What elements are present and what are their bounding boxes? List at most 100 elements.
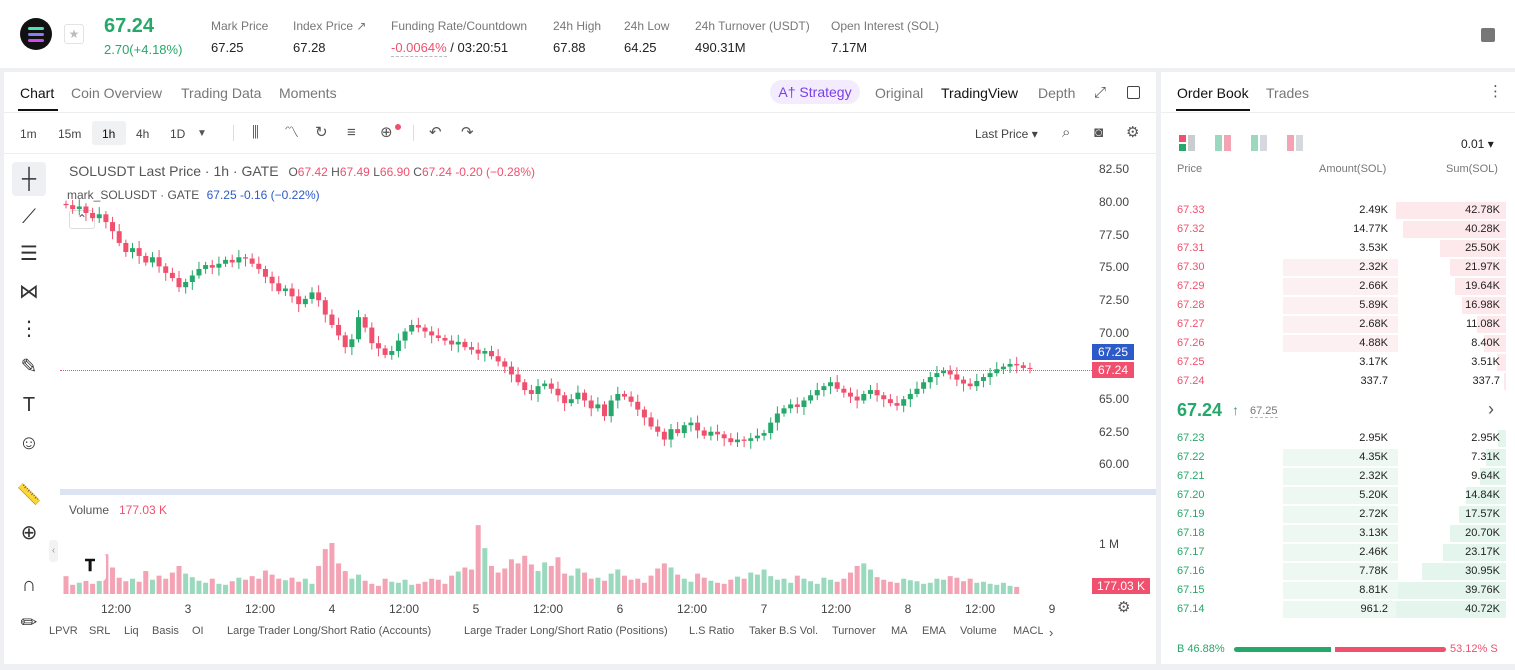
- bid-row[interactable]: 67.21 2.32K 9.64K: [1170, 467, 1506, 486]
- redo-icon[interactable]: ↷: [461, 124, 474, 141]
- view-green-icon[interactable]: [1251, 135, 1267, 151]
- volume-bar: [243, 579, 249, 594]
- bid-row[interactable]: 67.19 2.72K 17.57K: [1170, 505, 1506, 524]
- candles-icon[interactable]: ⫼: [252, 124, 259, 141]
- bid-sum: 30.95K: [1465, 565, 1500, 577]
- indicator-turnover[interactable]: Turnover: [832, 625, 876, 637]
- ask-row[interactable]: 67.32 14.77K 40.28K: [1170, 220, 1506, 239]
- ask-row[interactable]: 67.27 2.68K 11.08K: [1170, 315, 1506, 334]
- bid-row[interactable]: 67.15 8.81K 39.76K: [1170, 581, 1506, 600]
- indicator-ls-positions[interactable]: Large Trader Long/Short Ratio (Positions…: [464, 625, 668, 637]
- ask-row[interactable]: 67.24 337.7 337.7: [1170, 372, 1506, 391]
- templates-icon[interactable]: ≡: [347, 124, 356, 141]
- interval-4h[interactable]: 4h: [136, 127, 150, 141]
- indicator-basis[interactable]: Basis: [152, 625, 179, 637]
- view-tradingview[interactable]: TradingView: [941, 85, 1019, 101]
- indicator-lpvr[interactable]: LPVR: [49, 625, 78, 637]
- collapse-legend-button[interactable]: ⌃: [69, 210, 95, 229]
- orderbook-mark-price: 67.25: [1250, 405, 1278, 418]
- index-price-stat[interactable]: Index Price ↗ 67.28: [293, 19, 367, 55]
- candle: [508, 366, 514, 375]
- pane-separator[interactable]: [60, 489, 1156, 495]
- text-tool-icon[interactable]: T: [22, 394, 36, 416]
- pencil-icon[interactable]: ✏: [20, 612, 38, 634]
- view-depth[interactable]: Depth: [1038, 85, 1076, 101]
- collapse-toolbar-icon[interactable]: ‹: [49, 540, 58, 562]
- interval-dropdown-icon[interactable]: ▼: [197, 128, 207, 139]
- bid-row[interactable]: 67.20 5.20K 14.84K: [1170, 486, 1506, 505]
- horizontal-lines-icon[interactable]: ☰: [20, 243, 38, 265]
- volume-bar: [575, 568, 581, 594]
- search-icon[interactable]: ⌕: [1062, 124, 1071, 141]
- magnet-icon[interactable]: ∩: [21, 574, 37, 596]
- ask-row[interactable]: 67.28 5.89K 16.98K: [1170, 296, 1506, 315]
- tab-trades[interactable]: Trades: [1266, 85, 1310, 101]
- interval-1d[interactable]: 1D: [170, 127, 186, 141]
- more-menu-icon[interactable]: ⋮: [1488, 83, 1503, 100]
- indicator-taker-vol[interactable]: Taker B.S Vol.: [749, 625, 819, 637]
- indicator-ema[interactable]: EMA: [922, 625, 946, 637]
- view-original[interactable]: Original: [875, 85, 924, 101]
- ask-row[interactable]: 67.30 2.32K 21.97K: [1170, 258, 1506, 277]
- window-icon[interactable]: [1127, 86, 1140, 99]
- ask-row[interactable]: 67.25 3.17K 3.51K: [1170, 353, 1506, 372]
- document-icon[interactable]: [1481, 28, 1495, 42]
- indicator-liq[interactable]: Liq: [124, 625, 139, 637]
- ask-row[interactable]: 67.29 2.66K 19.64K: [1170, 277, 1506, 296]
- expand-icon[interactable]: ⤢: [1094, 84, 1107, 101]
- crosshair-icon[interactable]: ┼: [12, 162, 46, 196]
- tab-trading-data[interactable]: Trading Data: [181, 85, 262, 101]
- replay-icon[interactable]: ↻: [315, 124, 328, 141]
- tab-order-book[interactable]: Order Book: [1177, 85, 1249, 101]
- bid-row[interactable]: 67.18 3.13K 20.70K: [1170, 524, 1506, 543]
- bid-amount: 3.13K: [1359, 527, 1388, 539]
- tab-coin-overview[interactable]: Coin Overview: [71, 85, 163, 101]
- add-plus-icon[interactable]: ⊕: [380, 124, 393, 141]
- bid-row[interactable]: 67.16 7.78K 30.95K: [1170, 562, 1506, 581]
- scroll-right-icon[interactable]: ›: [1049, 625, 1054, 640]
- fib-retracement-icon[interactable]: ⋮: [19, 318, 39, 340]
- emoji-icon[interactable]: ☺: [18, 432, 40, 454]
- indicator-ls-accounts[interactable]: Large Trader Long/Short Ratio (Accounts): [227, 625, 432, 637]
- camera-icon[interactable]: ◙: [1094, 124, 1104, 141]
- undo-icon[interactable]: ↶: [429, 124, 442, 141]
- indicator-srl[interactable]: SRL: [89, 625, 111, 637]
- bid-row[interactable]: 67.22 4.35K 7.31K: [1170, 448, 1506, 467]
- indicator-ma[interactable]: MA: [891, 625, 908, 637]
- gear-icon[interactable]: ⚙: [1126, 124, 1140, 141]
- view-both-icon[interactable]: [1179, 135, 1195, 151]
- price-type-select[interactable]: Last Price ▾: [975, 127, 1038, 141]
- ruler-icon[interactable]: 📏: [16, 484, 42, 506]
- tab-moments[interactable]: Moments: [279, 85, 337, 101]
- brush-icon[interactable]: ✎: [20, 356, 38, 378]
- indicator-volume[interactable]: Volume: [960, 625, 997, 637]
- interval-1m[interactable]: 1m: [20, 127, 37, 141]
- trend-line-icon[interactable]: ⟋: [22, 206, 36, 228]
- indicator-macd[interactable]: MACL: [1013, 625, 1043, 637]
- volume-bar: [183, 573, 189, 594]
- strategy-button[interactable]: A† Strategy: [770, 80, 860, 104]
- indicator-oi[interactable]: OI: [192, 625, 204, 637]
- bid-row[interactable]: 67.23 2.95K 2.95K: [1170, 429, 1506, 448]
- zoom-in-icon[interactable]: ⊕: [20, 522, 38, 544]
- interval-15m[interactable]: 15m: [58, 127, 82, 141]
- chart-settings-icon[interactable]: ⚙: [1117, 599, 1131, 616]
- precision-select[interactable]: 0.01 ▾: [1461, 137, 1494, 151]
- pattern-icon[interactable]: ⋈: [19, 281, 39, 303]
- indicator-ls-ratio[interactable]: L.S Ratio: [689, 625, 735, 637]
- favorite-star-icon[interactable]: ★: [64, 24, 84, 44]
- x-tick: 12:00: [388, 602, 420, 616]
- view-red-icon[interactable]: [1287, 135, 1303, 151]
- candle: [921, 382, 927, 389]
- indicators-icon[interactable]: 〽: [284, 124, 300, 141]
- chevron-right-icon[interactable]: ›: [1488, 399, 1494, 419]
- ask-row[interactable]: 67.26 4.88K 8.40K: [1170, 334, 1506, 353]
- bid-row[interactable]: 67.14 961.2 40.72K: [1170, 600, 1506, 619]
- interval-1h[interactable]: 1h: [102, 127, 116, 141]
- ask-amount: 3.17K: [1359, 356, 1388, 368]
- tab-chart[interactable]: Chart: [20, 85, 55, 101]
- ask-row[interactable]: 67.33 2.49K 42.78K: [1170, 201, 1506, 220]
- view-bids-icon[interactable]: [1215, 135, 1231, 151]
- bid-row[interactable]: 67.17 2.46K 23.17K: [1170, 543, 1506, 562]
- ask-row[interactable]: 67.31 3.53K 25.50K: [1170, 239, 1506, 258]
